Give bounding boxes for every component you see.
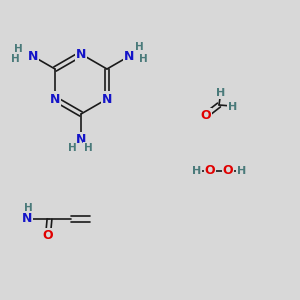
Text: H: H	[84, 143, 93, 153]
Text: N: N	[50, 92, 60, 106]
Text: N: N	[28, 50, 38, 63]
Text: H: H	[14, 44, 23, 54]
Text: H: H	[11, 54, 20, 64]
Text: H: H	[24, 202, 33, 213]
Text: H: H	[228, 101, 237, 112]
Text: O: O	[205, 164, 215, 178]
Text: H: H	[216, 88, 225, 98]
Text: N: N	[102, 92, 112, 106]
Text: O: O	[200, 109, 211, 122]
Text: H: H	[192, 166, 201, 176]
Text: O: O	[43, 229, 53, 242]
Text: N: N	[76, 47, 86, 61]
Text: N: N	[124, 50, 134, 63]
Text: H: H	[135, 42, 144, 52]
Text: N: N	[76, 133, 86, 146]
Text: H: H	[237, 166, 246, 176]
Text: N: N	[22, 212, 32, 226]
Text: O: O	[223, 164, 233, 178]
Text: H: H	[68, 143, 76, 153]
Text: H: H	[139, 54, 148, 64]
